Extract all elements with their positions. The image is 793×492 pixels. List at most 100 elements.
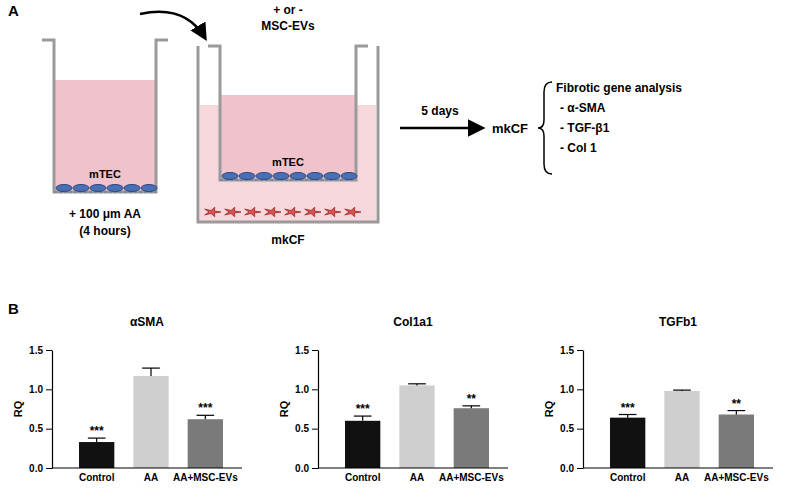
mkcf-cell [225,207,241,216]
bar [664,391,699,468]
y-tick: 1.0 [295,384,318,395]
chart-title: TGFb1 [659,315,697,329]
x-tick: AA [675,468,689,483]
medium [221,95,355,180]
axis-line [583,351,584,469]
bar [133,376,168,468]
plot-area [345,384,489,468]
y-tick: 0.5 [29,423,52,434]
arrow [400,127,482,130]
mtec-cell [341,173,357,180]
well-wall [198,46,378,222]
bar [345,421,380,468]
tick-label: 1.5 [295,345,309,356]
x-tick: AA+MSC-EVs [173,468,238,483]
mtec-cell [107,185,123,192]
mkcf-cell [345,207,361,216]
tick-mark [46,468,52,469]
mtec-cell [124,185,140,192]
output-label: mkCF [492,121,528,136]
tick-mark [577,468,583,469]
x-axis: Control AA AA+MSC-EVs [52,468,242,483]
mtec-cell [90,185,106,192]
figure: AmTEC+ 100 μm AA(4 hours)mTECmkCF+ or -M… [0,0,793,492]
mtec-cell [256,173,272,180]
tick-label: 1.5 [560,345,574,356]
tick-mark [312,389,318,390]
chart: *****0.00.51.01.5ControlAAAA+MSC-EVsTGFb… [543,315,773,483]
significance: *** [621,401,635,415]
y-axis-title: RQ [278,400,290,417]
mkcf-cell [305,207,321,216]
y-tick: 1.0 [29,384,52,395]
tick-label: AA+MSC-EVs [704,472,769,483]
plot-area [610,390,754,468]
y-tick: 0.0 [560,463,583,474]
tick-mark [577,350,583,351]
x-tick: AA+MSC-EVs [704,468,769,483]
y-tick: 0.5 [560,423,583,434]
error-cap [142,367,160,368]
tick-mark [46,389,52,390]
tick-label: 1.0 [295,384,309,395]
y-tick: 1.5 [295,345,318,356]
x-tick: Control [345,468,381,483]
cell-label: mTEC [272,156,304,168]
bar [610,418,645,468]
x-tick: Control [79,468,115,483]
tick-label: 1.0 [560,384,574,395]
bar [79,442,114,468]
error-bar [728,411,746,415]
medium [55,80,155,192]
tick-label: 0.5 [29,423,43,434]
mtec-cell [73,185,89,192]
x-axis: ControlAAAA+MSC-EVs [318,468,508,483]
y-tick: 0.0 [295,463,318,474]
bar [454,408,489,468]
cell-label: mTEC [89,168,121,180]
tick-label: 0.0 [560,463,574,474]
chart: ******0.00.51.01.5ControlAAAA+MSC-EVsαSM… [12,315,242,483]
error-bar [142,368,160,376]
mkcf-cell [285,207,301,216]
tick-mark [312,468,318,469]
analysis-item: - TGF-β1 [560,121,610,135]
panel-label: A [8,2,19,19]
tick-mark [312,350,318,351]
cell-label: mkCF [271,233,304,247]
analysis-item: - α-SMA [560,101,606,115]
mkcf-cell [205,207,221,216]
mkcf-cell [265,207,281,216]
y-tick: 1.5 [29,345,52,356]
error-bar [673,390,691,392]
arrow [140,12,205,38]
axis-line [52,467,242,468]
chart-title: Col1a1 [393,315,433,329]
y-tick: 1.5 [560,345,583,356]
tick-mark [46,429,52,430]
significance: *** [90,424,104,438]
x-axis: Control AA AA+MSC-EVs [583,468,773,483]
tick-label: 0.0 [295,463,309,474]
bracket [538,82,552,174]
error-bar [619,415,637,418]
mtec-cell [273,173,289,180]
mtec-cell [222,173,238,180]
mkcf-cell [325,207,341,216]
axis-line [583,467,773,468]
tick-mark [577,429,583,430]
y-axis: 0.00.51.01.5 [295,345,318,474]
treatment-label: MSC-EVs [261,19,315,33]
analysis-title: Fibrotic gene analysis [556,81,682,95]
bar [399,385,434,468]
y-tick: 1.0 [560,384,583,395]
tick-label: 1.0 [29,384,43,395]
significance: ** [467,392,477,406]
y-tick: 0.0 [29,463,52,474]
insert-wall [42,40,168,192]
tick-label: Control [610,472,646,483]
x-tick: AA [144,468,158,483]
y-axis: 0.0 0.5 1.0 1.5 [29,345,52,474]
mtec-cell [239,173,255,180]
plot-area [79,368,223,468]
